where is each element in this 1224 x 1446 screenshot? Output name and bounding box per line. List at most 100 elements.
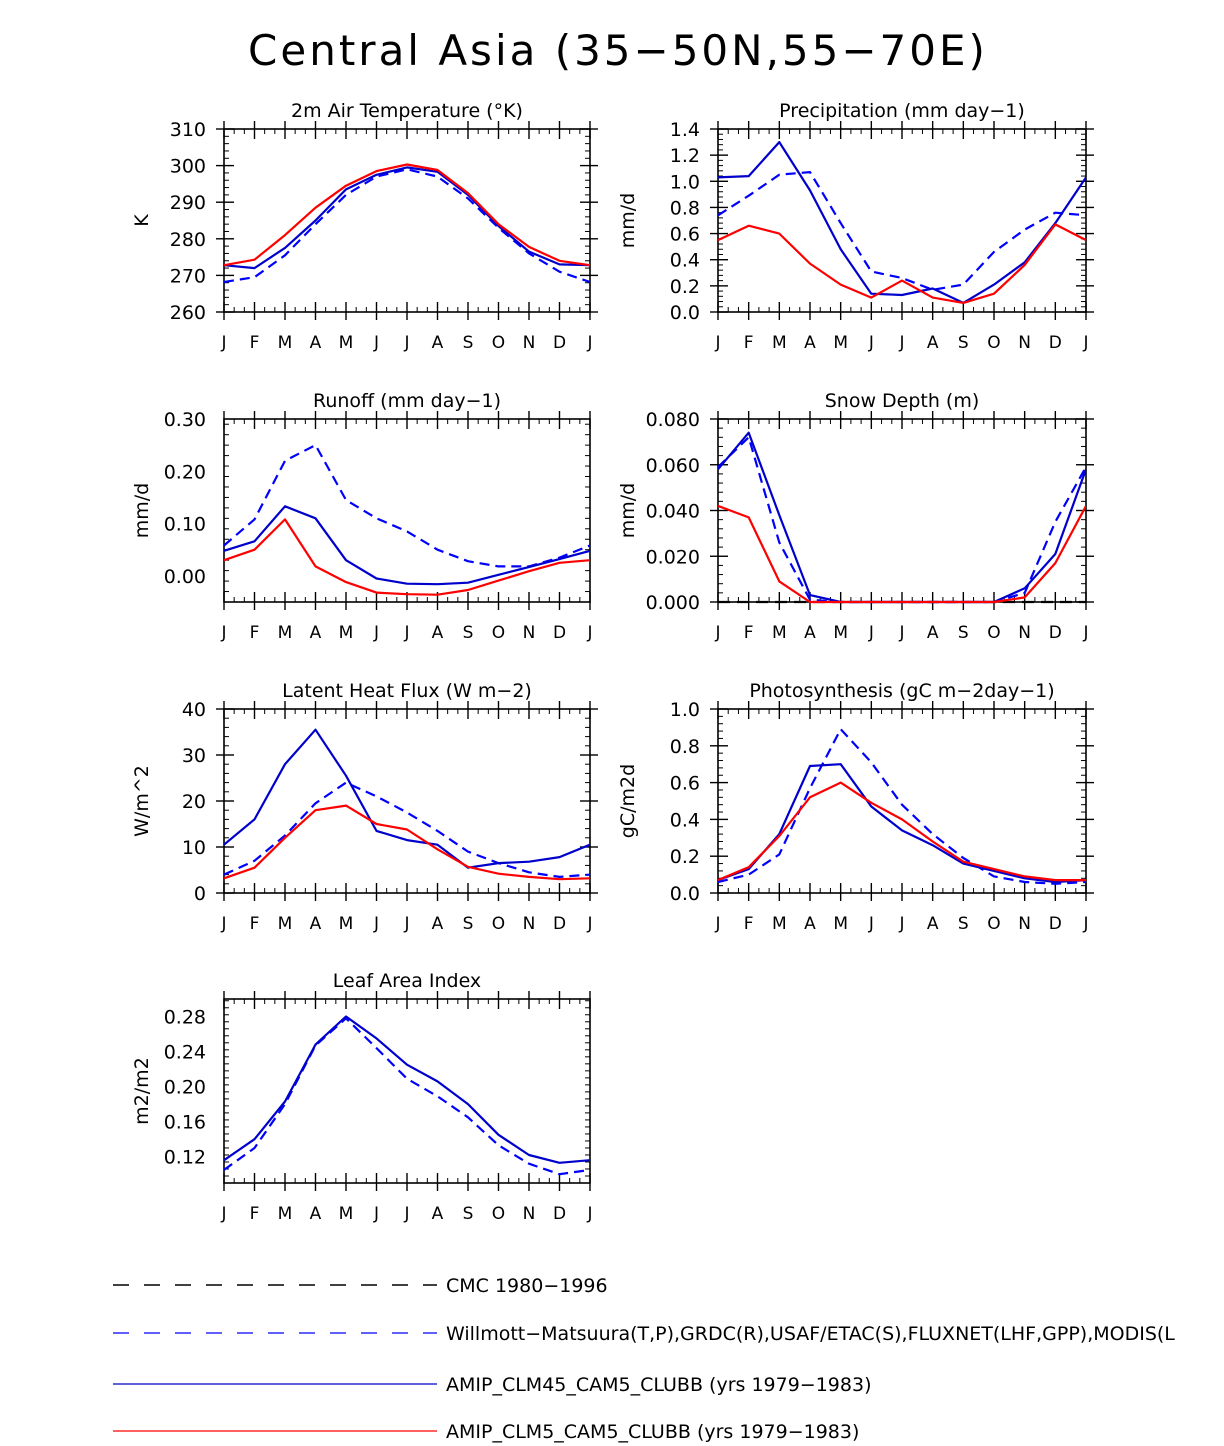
y-tick-label: 0.30: [164, 409, 206, 431]
panel-title: Precipitation (mm day−1): [779, 100, 1025, 122]
x-tick-label: N: [1018, 914, 1031, 934]
x-tick-label: D: [1049, 333, 1062, 353]
y-axis-label: m2/m2: [131, 1057, 153, 1125]
x-tick-label: J: [220, 1204, 226, 1224]
x-tick-label: J: [220, 333, 226, 353]
x-tick-label: S: [958, 623, 969, 643]
y-tick-label: 310: [170, 119, 206, 141]
x-tick-label: J: [898, 623, 904, 643]
x-tick-label: M: [833, 333, 848, 353]
series-line-obs: [718, 171, 1086, 291]
x-tick-label: J: [586, 1204, 592, 1224]
series-line-obs: [224, 444, 590, 568]
legend-label-clm5: AMIP_CLM5_CAM5_CLUBB (yrs 1979−1983): [446, 1421, 859, 1443]
legend-label-cmc: CMC 1980−1996: [446, 1275, 608, 1297]
x-tick-label: A: [432, 333, 444, 353]
y-tick-label: 0.060: [646, 455, 700, 477]
x-tick-label: A: [432, 914, 444, 934]
y-axis-label: K: [131, 214, 153, 227]
y-tick-label: 0.6: [670, 773, 700, 795]
x-tick-label: J: [373, 623, 379, 643]
y-tick-label: 0.080: [646, 409, 700, 431]
y-tick-label: 0.0: [670, 302, 700, 324]
panel-title: 2m Air Temperature (°K): [291, 100, 523, 122]
y-tick-label: 270: [170, 265, 206, 287]
x-tick-label: F: [250, 914, 260, 934]
x-tick-label: M: [772, 333, 787, 353]
series-line-clm45: [718, 141, 1086, 304]
x-tick-label: F: [250, 333, 260, 353]
y-tick-label: 20: [182, 791, 206, 813]
y-tick-label: 0.8: [670, 197, 700, 219]
legend-label-clm45: AMIP_CLM45_CAM5_CLUBB (yrs 1979−1983): [446, 1374, 872, 1396]
x-tick-label: D: [553, 914, 566, 934]
x-tick-label: M: [339, 623, 354, 643]
x-tick-label: M: [278, 623, 293, 643]
x-tick-label: F: [744, 623, 754, 643]
x-tick-label: M: [833, 914, 848, 934]
x-tick-label: S: [463, 623, 474, 643]
x-tick-label: J: [898, 914, 904, 934]
x-tick-label: S: [958, 914, 969, 934]
series-line-obs: [224, 168, 590, 284]
y-tick-label: 1.4: [670, 119, 700, 141]
panel-frame: [223, 128, 591, 313]
y-tick-label: 280: [170, 229, 206, 251]
panel-2: J F M A M J J A S O N D J0.00.20.40.60.81.01.21.4Pre…: [617, 100, 1094, 353]
x-tick-label: D: [1049, 623, 1062, 643]
x-tick-label: J: [868, 333, 874, 353]
x-tick-label: J: [714, 333, 720, 353]
series-line-clm5: [718, 504, 1086, 604]
x-tick-label: O: [987, 333, 1000, 353]
panel-title: Latent Heat Flux (W m−2): [282, 680, 532, 702]
y-tick-label: 1.0: [670, 171, 700, 193]
main-title: Central Asia (35−50N,55−70E): [248, 26, 988, 75]
panel-title: Photosynthesis (gC m−2day−1): [749, 680, 1054, 702]
x-tick-label: J: [403, 1204, 409, 1224]
y-tick-label: 0.20: [164, 1077, 206, 1099]
x-tick-label: A: [804, 623, 816, 643]
x-tick-label: M: [339, 1204, 354, 1224]
x-tick-label: M: [772, 623, 787, 643]
x-tick-label: N: [1018, 623, 1031, 643]
panel-title: Snow Depth (m): [825, 390, 980, 412]
y-tick-label: 0.000: [646, 592, 700, 614]
y-tick-label: 1.0: [670, 699, 700, 721]
legend-label-obs: Willmott−Matsuura(T,P),GRDC(R),USAF/ETAC…: [446, 1323, 1175, 1345]
x-tick-label: A: [927, 333, 939, 353]
x-tick-label: A: [310, 914, 322, 934]
y-tick-label: 0.24: [164, 1042, 206, 1064]
x-tick-label: J: [868, 623, 874, 643]
y-tick-label: 0.6: [670, 224, 700, 246]
panel-title: Leaf Area Index: [333, 970, 481, 992]
x-tick-label: J: [220, 623, 226, 643]
y-axis-label: mm/d: [617, 483, 639, 538]
series-line-clm45: [718, 763, 1086, 884]
y-tick-label: 30: [182, 745, 206, 767]
x-tick-label: J: [586, 914, 592, 934]
x-tick-label: M: [833, 623, 848, 643]
y-tick-label: 10: [182, 837, 206, 859]
series-line-obs: [224, 781, 590, 879]
y-tick-label: 0.040: [646, 501, 700, 523]
y-tick-label: 0.20: [164, 461, 206, 483]
x-tick-label: J: [586, 623, 592, 643]
x-tick-label: J: [714, 914, 720, 934]
x-tick-label: M: [339, 333, 354, 353]
x-tick-label: A: [310, 623, 322, 643]
x-tick-label: J: [403, 333, 409, 353]
x-tick-label: O: [987, 623, 1000, 643]
series-line-clm45: [224, 728, 590, 869]
panel-4: J F M A M J J A S O N D J0.0000.0200.0400.0600.080Sn…: [617, 390, 1094, 643]
y-tick-label: 0.10: [164, 514, 206, 536]
series-line-obs: [718, 436, 1086, 604]
y-tick-label: 0.2: [670, 276, 700, 298]
x-tick-label: J: [373, 1204, 379, 1224]
y-tick-label: 40: [182, 699, 206, 721]
y-tick-label: 0.4: [670, 250, 700, 272]
x-tick-label: M: [278, 1204, 293, 1224]
panel-frame: [223, 418, 591, 603]
